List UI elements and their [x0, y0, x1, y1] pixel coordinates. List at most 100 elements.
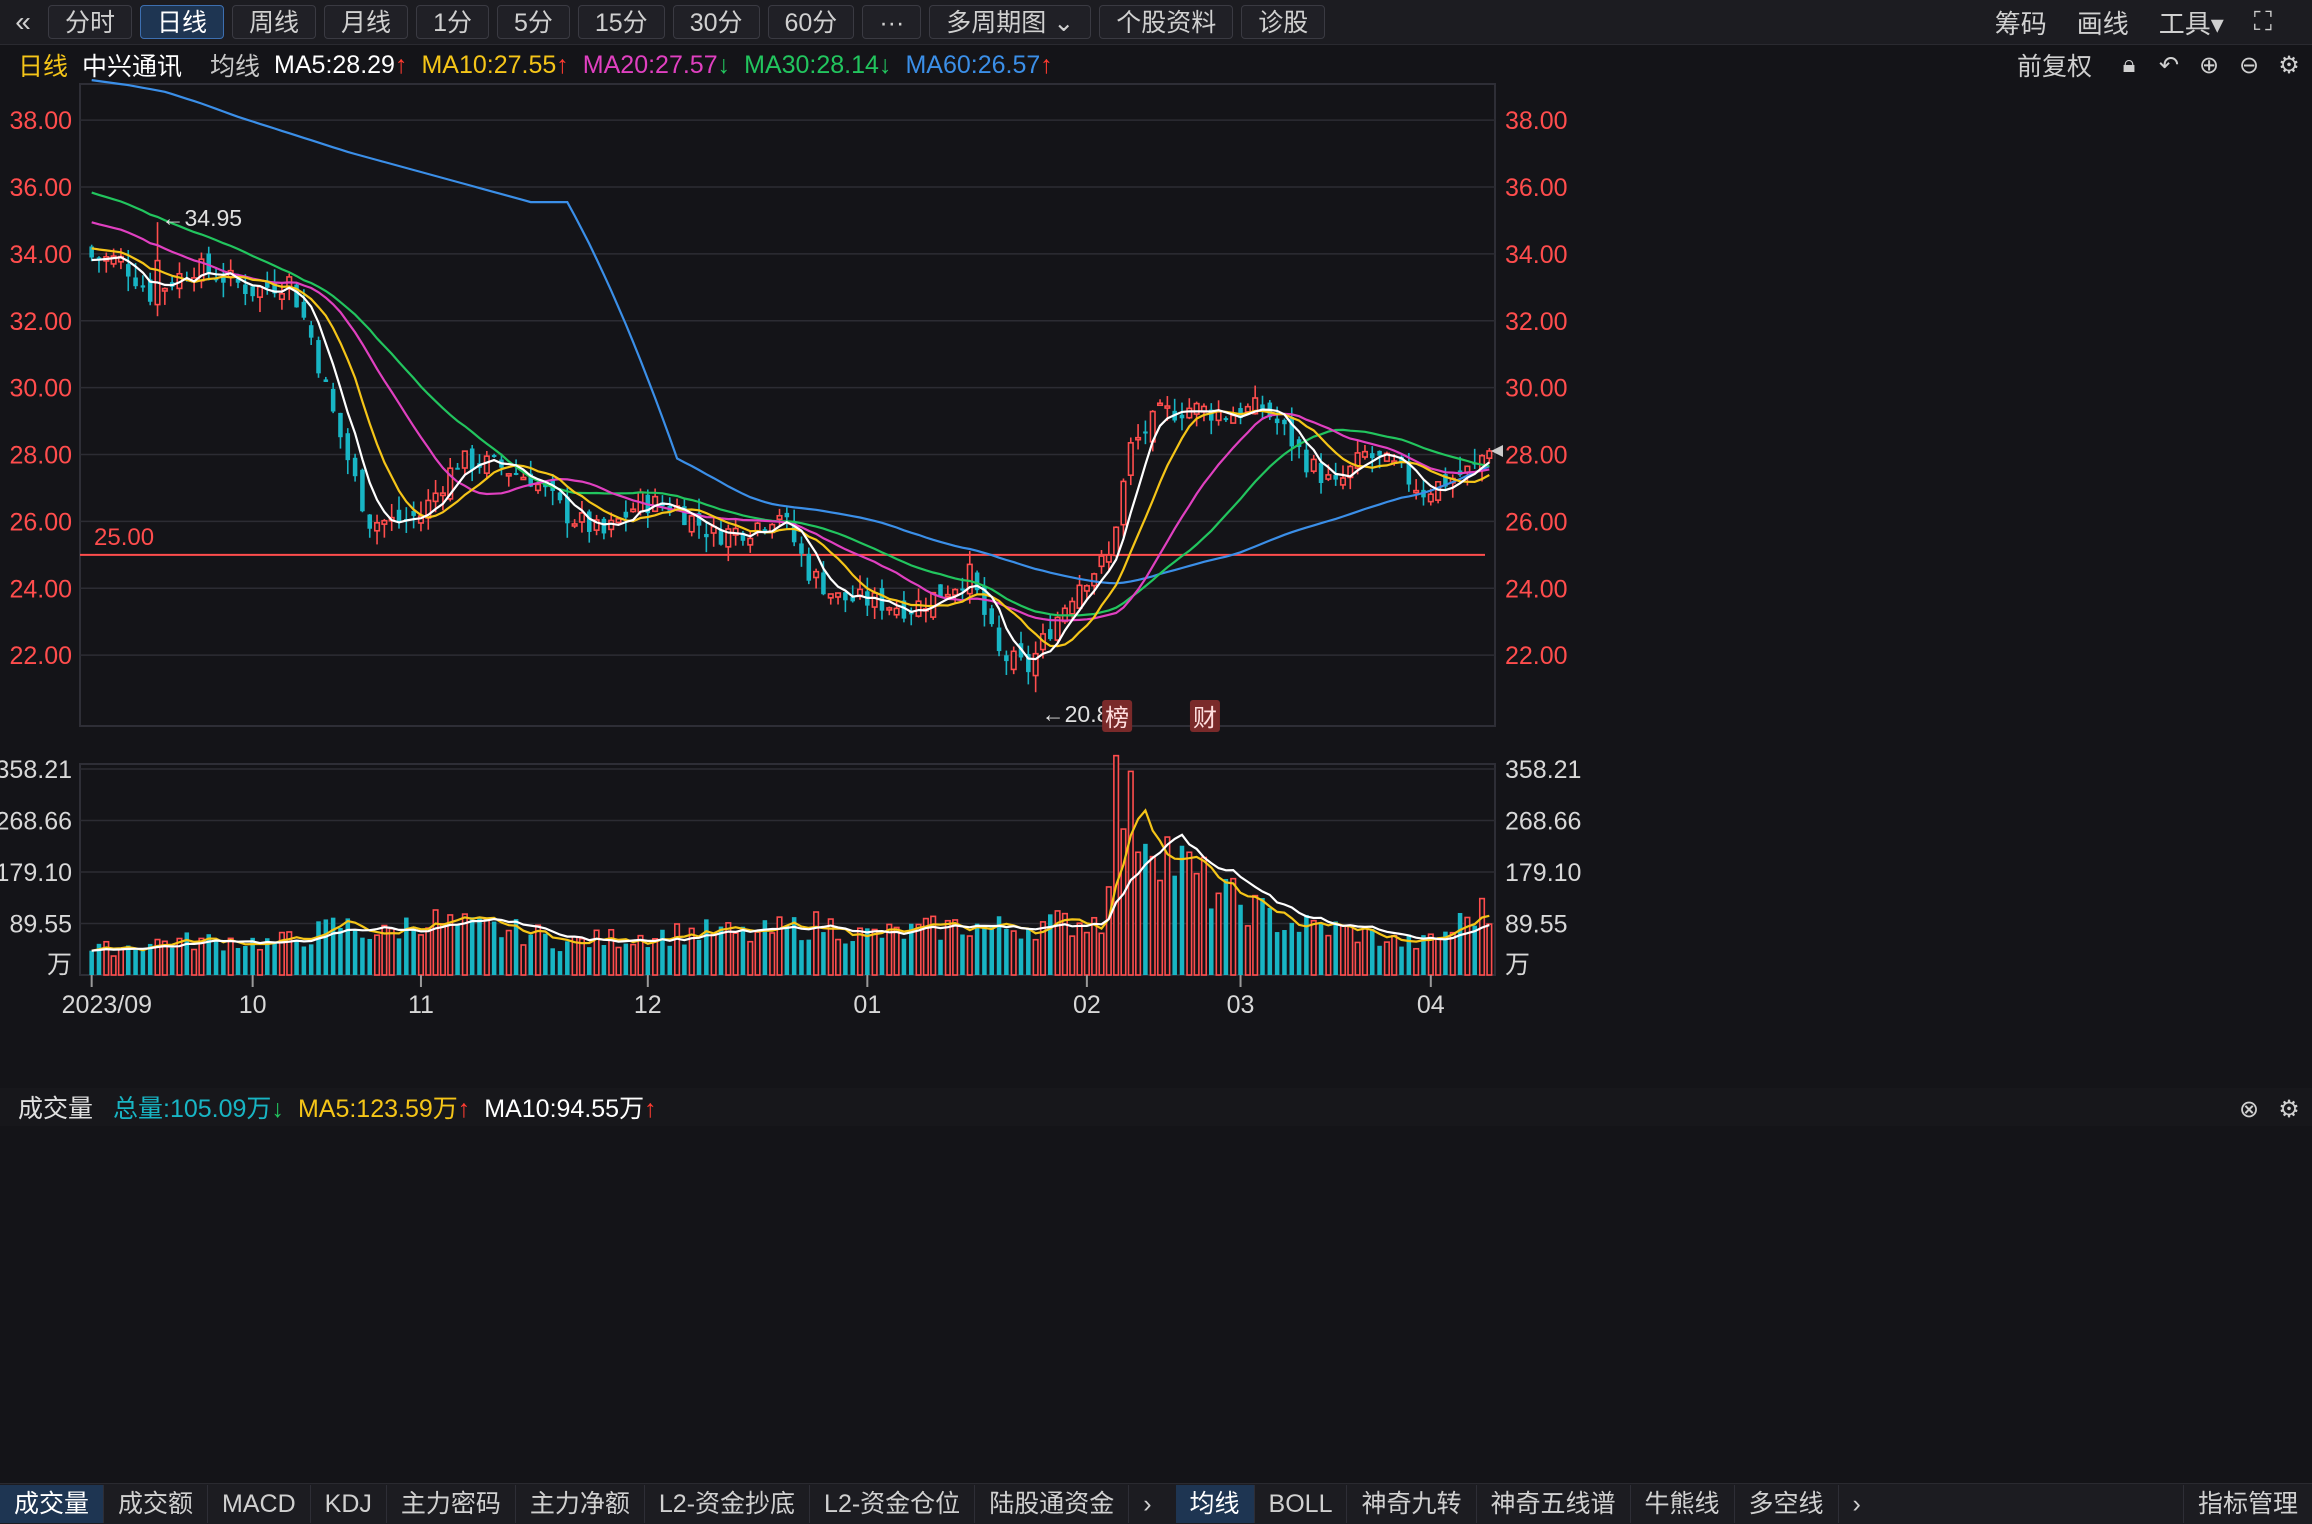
volume-bar [1098, 932, 1105, 976]
volume-bar [154, 938, 161, 976]
volume-bar [1333, 921, 1338, 975]
candle-body [674, 505, 681, 511]
chips-button[interactable]: 筹码 [1994, 8, 2047, 39]
volume-bar [1369, 929, 1375, 975]
settings-icon[interactable]: ⚙ [2278, 51, 2300, 79]
candle-body [1391, 460, 1398, 464]
candle-body [565, 496, 570, 524]
volume-bar [1347, 924, 1354, 976]
candle-body [1105, 554, 1112, 563]
stock-info-button[interactable]: 个股资料 [1099, 5, 1234, 39]
volume-bar [1325, 934, 1332, 976]
volume-bar [1238, 904, 1243, 975]
main-indicator-tab-0[interactable]: 均线 [1175, 1485, 1255, 1523]
main-indicator-tab-5[interactable]: 多空线 [1735, 1485, 1839, 1523]
period-tab-3[interactable]: 月线 [324, 5, 409, 39]
chevron-right-icon[interactable]: › [1143, 1490, 1152, 1518]
candle-body [161, 287, 168, 292]
candle-body [323, 379, 329, 382]
period-tab-1[interactable]: 日线 [140, 5, 225, 39]
volume-bar [1282, 930, 1287, 975]
candle-body [483, 455, 490, 474]
ma5-line [91, 256, 1490, 661]
sub-indicator-tab-3[interactable]: KDJ [311, 1485, 387, 1523]
rank-marker-bg [1102, 700, 1133, 732]
sub-indicator-tab-0[interactable]: 成交量 [0, 1485, 105, 1523]
period-tab-7[interactable]: 30分 [672, 5, 760, 39]
volume-bar [411, 926, 416, 975]
main-indicator-tab-4[interactable]: 牛熊线 [1631, 1485, 1735, 1523]
sub-indicator-tab-2[interactable]: MACD [208, 1485, 311, 1523]
sub-indicator-tab-4[interactable]: 主力密码 [387, 1485, 516, 1523]
candle-body [1421, 489, 1426, 498]
sub-indicator-tab-8[interactable]: 陆股通资金 [975, 1485, 1130, 1523]
more-periods-button[interactable]: ··· [862, 5, 922, 39]
chevron-right-icon[interactable]: › [1852, 1490, 1861, 1518]
double-chevron-left-icon[interactable]: « [15, 6, 31, 37]
undo-icon[interactable]: ↶ [2158, 51, 2180, 79]
sub-indicator-tab-1[interactable]: 成交额 [104, 1485, 209, 1523]
settings-icon[interactable]: ⚙ [2278, 1095, 2300, 1123]
candle-body [227, 269, 234, 278]
candle-body [1369, 453, 1375, 459]
volume-bar [338, 927, 343, 975]
candle-body [1427, 493, 1434, 503]
volume-bar [674, 923, 681, 976]
draw-line-button[interactable]: 画线 [2076, 8, 2129, 39]
volume-bar [534, 924, 542, 976]
tools-menu-button[interactable]: 工具▾ [2159, 4, 2224, 41]
candle-body [404, 518, 409, 521]
volume-bar [425, 927, 432, 976]
period-tab-5[interactable]: 5分 [496, 5, 570, 39]
main-indicator-tab-1[interactable]: BOLL [1255, 1485, 1348, 1523]
adjust-mode-button[interactable]: 前复权 [2016, 53, 2092, 81]
volume-bar [1149, 855, 1156, 976]
volume-bar [1304, 914, 1309, 975]
candle-body [1179, 414, 1185, 419]
candle-body [1435, 481, 1442, 501]
volume-bar [615, 946, 622, 976]
main-indicator-tab-3[interactable]: 神奇五线谱 [1477, 1485, 1631, 1523]
fullscreen-icon[interactable]: ⛶ [2253, 6, 2272, 36]
volume-axis-label: 358.21 [0, 756, 72, 784]
sub-indicator-tab-5[interactable]: 主力净额 [516, 1485, 645, 1523]
candle-body [301, 301, 307, 318]
multi-period-button[interactable]: 多周期图 ⌄ [929, 5, 1092, 39]
indicator-manage-button[interactable]: 指标管理 [2182, 1485, 2312, 1523]
candle-body [221, 275, 226, 283]
price-axis-label: 34.00 [9, 241, 72, 269]
period-tab-8[interactable]: 60分 [767, 5, 855, 39]
period-tab-4[interactable]: 1分 [416, 5, 489, 39]
indicator-label: 均线 [210, 53, 261, 81]
main-indicator-tab-2[interactable]: 神奇九转 [1347, 1485, 1477, 1523]
candle-body [1443, 474, 1448, 487]
volume-bar [762, 920, 768, 975]
volume-bar [1289, 922, 1295, 975]
zoom-out-icon[interactable]: ⊖ [2238, 51, 2260, 79]
volume-bar [996, 916, 1002, 975]
x-axis-label: 01 [853, 991, 881, 1019]
period-tab-6[interactable]: 15分 [577, 5, 665, 39]
period-tab-2[interactable]: 周线 [232, 5, 317, 39]
diagnose-button[interactable]: 诊股 [1241, 5, 1326, 39]
price-axis-label: 28.00 [9, 442, 72, 470]
candle-body [578, 512, 586, 523]
lock-icon[interactable]: 🔒︎ [2122, 51, 2136, 78]
volume-bar [278, 931, 285, 976]
sub-indicator-tab-7[interactable]: L2-资金仓位 [810, 1485, 976, 1523]
candle-body [1413, 489, 1420, 494]
zoom-in-icon[interactable]: ⊕ [2198, 51, 2220, 79]
arrow-up-icon: ↑ [457, 1095, 471, 1123]
period-tab-0[interactable]: 分时 [48, 5, 133, 39]
arrow-up-icon: ↑ [1040, 50, 1053, 79]
volume-bar [1377, 945, 1382, 975]
volume-bar [221, 950, 226, 975]
close-icon[interactable]: ⊗ [2238, 1095, 2260, 1123]
candle-body [360, 469, 365, 512]
indicator-tab-bar: 成交量 成交额 MACD KDJ 主力密码 主力净额 L2-资金抄底 L2-资金仓位 陆股通资金… [0, 1483, 2312, 1524]
candle-body [1048, 629, 1053, 640]
volume-bar [388, 927, 395, 976]
sub-indicator-tab-6[interactable]: L2-资金抄底 [645, 1485, 811, 1523]
candle-body [593, 519, 600, 531]
